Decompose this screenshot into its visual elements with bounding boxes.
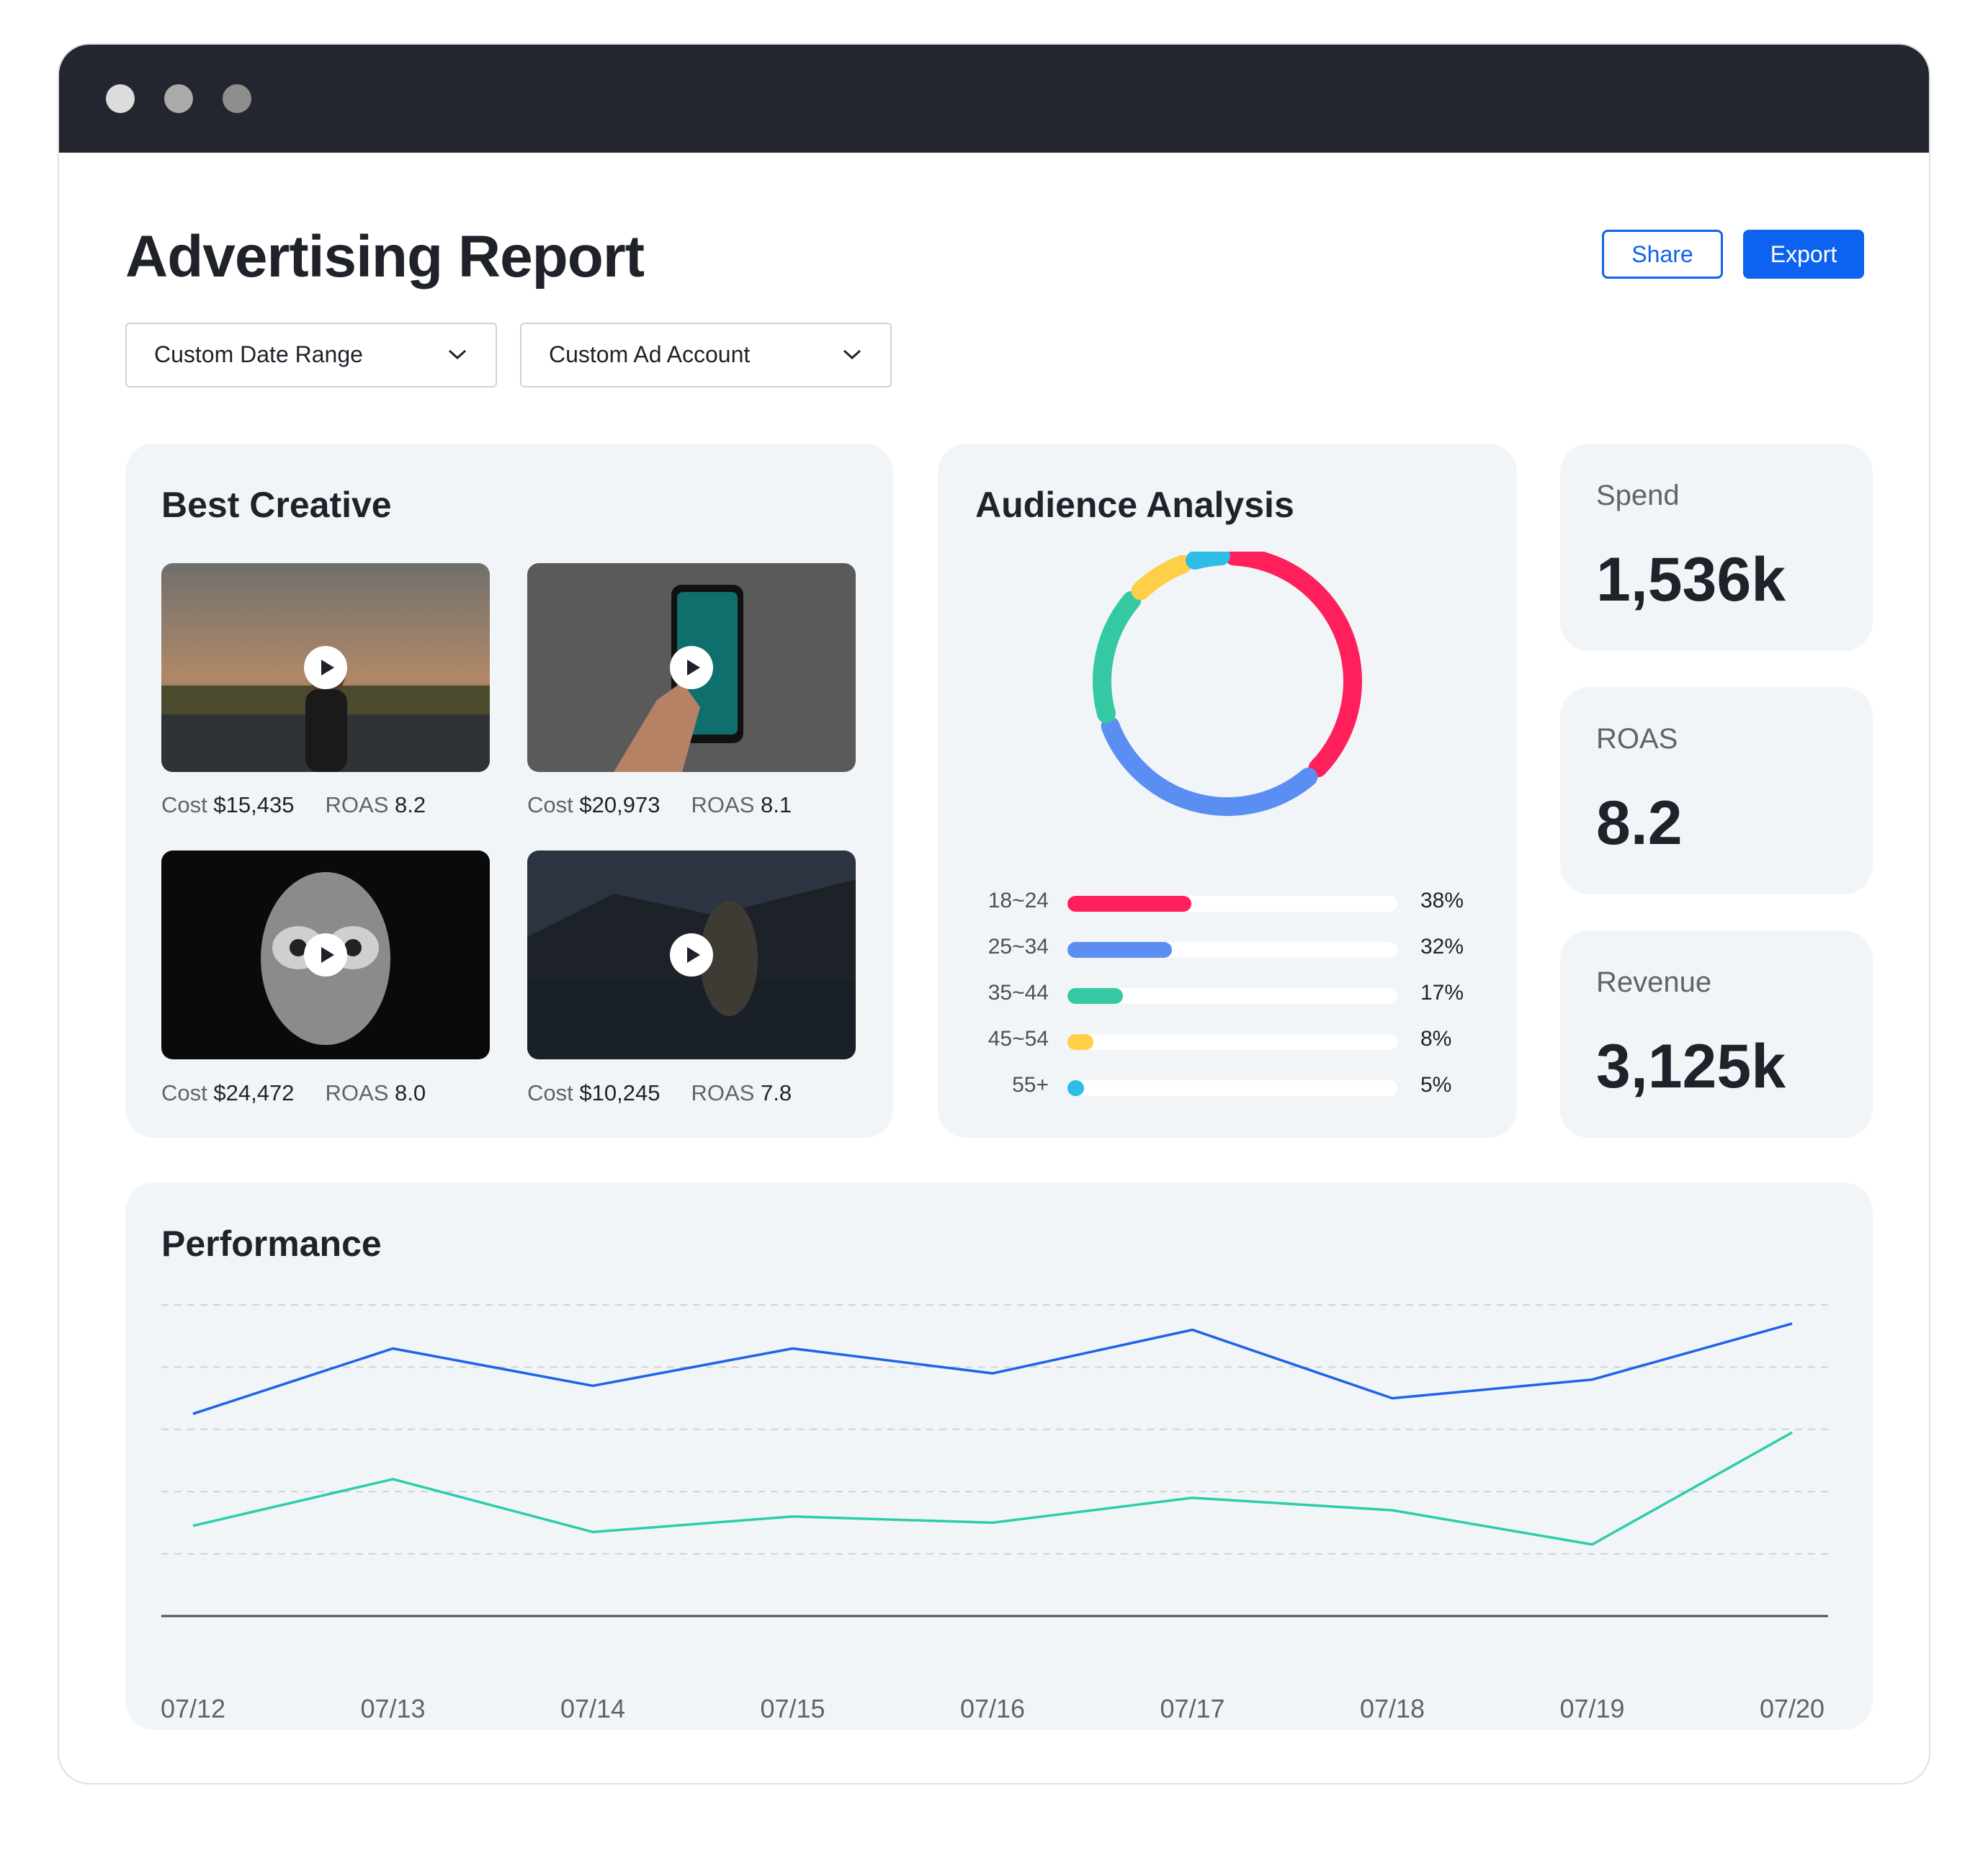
age-bar-fill (1067, 1034, 1094, 1050)
age-bar-fill (1067, 988, 1123, 1004)
spend-label: Spend (1596, 480, 1680, 511)
donut-segment-25~34 (1101, 717, 1318, 816)
spend-card: Spend 1,536k (1560, 444, 1873, 651)
date-range-select[interactable]: Custom Date Range (125, 323, 497, 387)
age-bar-track (1067, 896, 1397, 912)
age-group-percent: 5% (1420, 1073, 1452, 1097)
export-button[interactable]: Export (1743, 230, 1864, 279)
roas-label: ROAS (1596, 723, 1678, 755)
page-title: Advertising Report (125, 224, 645, 290)
x-tick-label: 07/12 (160, 1694, 226, 1723)
share-button[interactable]: Share (1602, 230, 1723, 279)
age-group-percent: 38% (1420, 889, 1464, 912)
age-bar-track (1067, 1034, 1397, 1050)
play-icon[interactable] (670, 933, 713, 977)
window-maximize-control[interactable] (223, 84, 251, 113)
x-tick-label: 07/15 (760, 1694, 825, 1723)
age-group-label: 45~54 (988, 1027, 1049, 1051)
performance-card: Performance (125, 1182, 1873, 1730)
audience-bar-row: 55+ 5% (981, 1072, 1507, 1100)
audience-bar-row: 18~24 38% (981, 887, 1507, 916)
audience-donut-chart (1093, 552, 1362, 816)
age-bar-track (1067, 988, 1397, 1004)
revenue-card: Revenue 3,125k (1560, 930, 1873, 1138)
audience-bar-row: 35~44 17% (981, 979, 1507, 1008)
app-window: Advertising Report Share Export Custom D… (58, 43, 1930, 1785)
x-tick-label: 07/19 (1559, 1694, 1625, 1723)
performance-title: Performance (161, 1224, 382, 1264)
window-close-control[interactable] (106, 84, 135, 113)
roas-value: 8.2 (1596, 789, 1683, 858)
audience-bar-row: 45~54 8% (981, 1026, 1507, 1054)
age-group-percent: 17% (1420, 981, 1464, 1005)
spend-value: 1,536k (1596, 545, 1786, 614)
donut-segment-45~54 (1131, 555, 1192, 601)
age-group-label: 18~24 (988, 889, 1049, 912)
ad-account-label: Custom Ad Account (549, 341, 751, 367)
creative-thumbnail[interactable] (161, 851, 490, 1059)
creative-stats: Cost $20,973 ROAS 8.1 (527, 792, 792, 817)
chevron-down-icon (448, 349, 467, 360)
age-bar-fill (1067, 1080, 1084, 1096)
best-creative-title: Best Creative (161, 485, 392, 525)
x-tick-label: 07/13 (360, 1694, 426, 1723)
age-bar-track (1067, 1080, 1397, 1096)
age-bar-track (1067, 942, 1397, 958)
revenue-value: 3,125k (1596, 1032, 1786, 1101)
creative-image-lake-sunset (161, 563, 490, 772)
audience-analysis-card: Audience Analysis 18~24 38% 25~34 32% 35~44 1… (938, 444, 1517, 1138)
age-group-label: 35~44 (988, 981, 1049, 1005)
x-tick-label: 07/18 (1359, 1694, 1425, 1723)
play-icon[interactable] (670, 646, 713, 689)
revenue-label: Revenue (1596, 966, 1712, 998)
x-tick-label: 07/17 (1160, 1694, 1225, 1723)
date-range-label: Custom Date Range (154, 341, 363, 367)
window-minimize-control[interactable] (164, 84, 193, 113)
donut-segment-35~44 (1093, 591, 1142, 724)
audience-bar-row: 25~34 32% (981, 933, 1507, 962)
x-tick-label: 07/20 (1759, 1694, 1825, 1723)
age-group-label: 55+ (1012, 1073, 1049, 1097)
x-tick-label: 07/14 (560, 1694, 626, 1723)
title-bar (59, 45, 1929, 153)
donut-segment-18~24 (1224, 552, 1362, 778)
age-group-percent: 32% (1420, 935, 1464, 959)
creative-stats: Cost $10,245 ROAS 7.8 (527, 1080, 792, 1105)
age-group-percent: 8% (1420, 1027, 1452, 1051)
creative-thumbnail[interactable] (161, 563, 490, 772)
age-group-label: 25~34 (988, 935, 1049, 959)
x-tick-label: 07/16 (959, 1694, 1026, 1723)
creative-stats: Cost $15,435 ROAS 8.2 (161, 792, 426, 817)
creative-thumbnail[interactable] (527, 563, 856, 772)
creative-stats: Cost $24,472 ROAS 8.0 (161, 1080, 426, 1105)
chevron-down-icon (843, 349, 861, 360)
play-icon[interactable] (304, 646, 347, 689)
donut-segment-55+ (1185, 552, 1230, 570)
roas-card: ROAS 8.2 (1560, 687, 1873, 894)
ad-account-select[interactable]: Custom Ad Account (520, 323, 892, 387)
age-bar-fill (1067, 942, 1172, 958)
best-creative-card: Best Creative Cost $15,435 ROAS 8.2 (125, 444, 893, 1138)
play-icon[interactable] (304, 933, 347, 977)
creative-thumbnail[interactable] (527, 851, 856, 1059)
age-bar-fill (1067, 896, 1191, 912)
audience-analysis-title: Audience Analysis (975, 485, 1294, 525)
